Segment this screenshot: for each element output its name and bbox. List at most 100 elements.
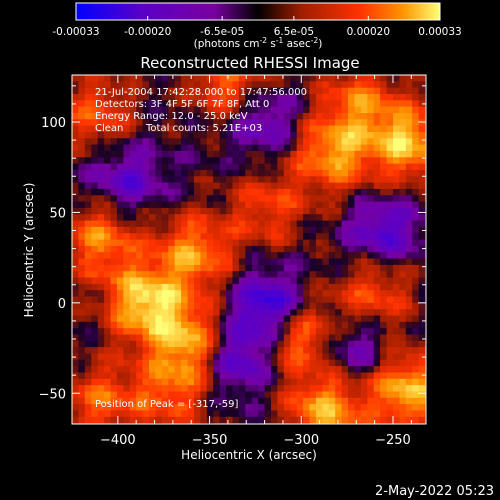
heatmap-pixel — [367, 378, 375, 386]
heatmap-pixel — [219, 245, 227, 253]
heatmap-pixel — [296, 226, 304, 234]
heatmap-pixel — [129, 334, 137, 342]
heatmap-pixel — [181, 150, 189, 158]
heatmap-pixel — [283, 233, 291, 241]
heatmap-pixel — [373, 321, 381, 329]
heatmap-pixel — [194, 119, 202, 127]
heatmap-pixel — [181, 125, 189, 133]
heatmap-pixel — [136, 239, 144, 247]
heatmap-pixel — [277, 87, 285, 95]
heatmap-pixel — [72, 334, 80, 342]
heatmap-pixel — [309, 87, 317, 95]
heatmap-pixel — [104, 366, 112, 374]
heatmap-pixel — [373, 359, 381, 367]
heatmap-pixel — [290, 144, 298, 152]
heatmap-pixel — [290, 340, 298, 348]
heatmap-pixel — [84, 226, 92, 234]
heatmap-pixel — [380, 410, 388, 418]
heatmap-pixel — [110, 302, 118, 310]
heatmap-pixel — [155, 81, 163, 89]
heatmap-pixel — [303, 220, 311, 228]
heatmap-pixel — [78, 366, 86, 374]
heatmap-pixel — [399, 283, 407, 291]
heatmap-pixel — [238, 271, 246, 279]
heatmap-pixel — [309, 169, 317, 177]
heatmap-pixel — [283, 138, 291, 146]
heatmap-pixel — [155, 258, 163, 266]
heatmap-pixel — [155, 372, 163, 380]
heatmap-pixel — [328, 125, 336, 133]
heatmap-pixel — [200, 106, 208, 114]
colorbar-ticks: -0.00033 -0.00020 -6.5e-05 6.5e-05 0.00020 0.… — [52, 16, 462, 38]
heatmap-pixel — [226, 132, 234, 139]
heatmap-pixel — [367, 328, 375, 336]
heatmap-pixel — [399, 378, 407, 386]
heatmap-pixel — [219, 144, 227, 152]
heatmap-pixel — [251, 75, 259, 82]
heatmap-pixel — [161, 258, 169, 266]
heatmap-pixel — [412, 296, 420, 304]
heatmap-pixel — [277, 378, 285, 386]
heatmap-pixel — [380, 378, 388, 386]
heatmap-pixel — [219, 87, 227, 95]
heatmap-pixel — [155, 239, 163, 247]
heatmap-pixel — [97, 201, 105, 209]
heatmap-pixel — [328, 100, 336, 108]
heatmap-pixel — [238, 132, 246, 139]
heatmap-pixel — [78, 188, 86, 196]
heatmap-pixel — [219, 328, 227, 336]
heatmap-pixel — [200, 188, 208, 196]
heatmap-pixel — [206, 245, 214, 253]
heatmap-pixel — [181, 309, 189, 317]
heatmap-pixel — [142, 264, 150, 272]
heatmap-pixel — [142, 163, 150, 171]
heatmap-pixel — [91, 106, 99, 114]
heatmap-pixel — [283, 359, 291, 367]
heatmap-pixel — [405, 347, 413, 355]
heatmap-pixel — [251, 169, 259, 177]
heatmap-pixel — [206, 340, 214, 348]
heatmap-pixel — [373, 94, 381, 101]
heatmap-pixel — [251, 150, 259, 158]
heatmap-pixel — [315, 328, 323, 336]
heatmap-pixel — [328, 169, 336, 177]
heatmap-pixel — [283, 296, 291, 304]
heatmap-pixel — [309, 315, 317, 323]
heatmap-pixel — [129, 347, 137, 355]
heatmap-pixel — [380, 397, 388, 405]
heatmap-pixel — [245, 416, 253, 424]
heatmap-pixel — [213, 163, 221, 171]
heatmap-pixel — [277, 182, 285, 190]
heatmap-pixel — [200, 75, 208, 82]
heatmap-pixel — [418, 94, 426, 101]
heatmap-pixel — [142, 132, 150, 139]
heatmap-pixel — [399, 397, 407, 405]
heatmap-pixel — [91, 283, 99, 291]
heatmap-pixel — [315, 271, 323, 279]
heatmap-pixel — [303, 296, 311, 304]
heatmap-pixel — [315, 214, 323, 222]
heatmap-pixel — [129, 226, 137, 234]
heatmap-pixel — [354, 302, 362, 310]
heatmap-pixel — [315, 309, 323, 317]
heatmap-pixel — [129, 391, 137, 399]
heatmap-pixel — [309, 359, 317, 367]
heatmap-pixel — [328, 378, 336, 386]
heatmap-pixel — [238, 150, 246, 158]
heatmap-pixel — [181, 87, 189, 95]
heatmap-pixel — [335, 125, 343, 133]
heatmap-pixel — [354, 176, 362, 184]
heatmap-pixel — [200, 334, 208, 342]
heatmap-pixel — [315, 340, 323, 348]
heatmap-pixel — [271, 94, 279, 101]
heatmap-pixel — [155, 119, 163, 127]
heatmap-pixel — [149, 106, 157, 114]
heatmap-pixel — [97, 169, 105, 177]
heatmap-pixel — [200, 359, 208, 367]
heatmap-pixel — [213, 353, 221, 361]
heatmap-pixel — [341, 182, 349, 190]
heatmap-pixel — [97, 347, 105, 355]
heatmap-pixel — [393, 207, 401, 215]
heatmap-pixel — [412, 176, 420, 184]
heatmap-pixel — [129, 366, 137, 374]
